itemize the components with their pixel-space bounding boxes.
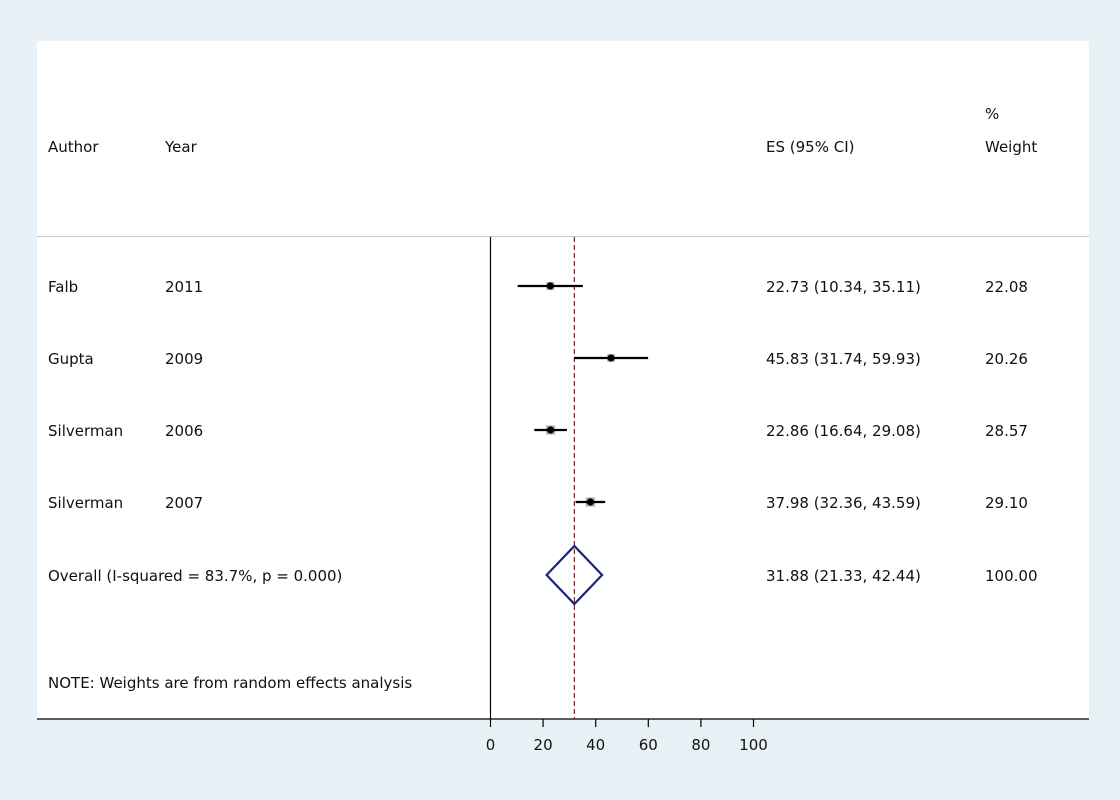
study-year: 2011 bbox=[165, 278, 203, 296]
overall-es-ci: 31.88 (21.33, 42.44) bbox=[766, 567, 921, 585]
study-point bbox=[547, 426, 555, 434]
study-year: 2009 bbox=[165, 350, 203, 368]
x-tick-label: 0 bbox=[486, 736, 496, 754]
study-es-ci: 37.98 (32.36, 43.59) bbox=[766, 494, 921, 512]
header-author: Author bbox=[48, 138, 99, 156]
study-es-ci: 22.86 (16.64, 29.08) bbox=[766, 422, 921, 440]
note-text: NOTE: Weights are from random effects an… bbox=[48, 674, 412, 692]
overall-label: Overall (I-squared = 83.7%, p = 0.000) bbox=[48, 567, 342, 585]
overall-weight: 100.00 bbox=[985, 567, 1038, 585]
overall-diamond bbox=[545, 544, 604, 606]
study-es-ci: 22.73 (10.34, 35.11) bbox=[766, 278, 921, 296]
study-year: 2006 bbox=[165, 422, 203, 440]
x-tick-label: 40 bbox=[586, 736, 605, 754]
study-author: Falb bbox=[48, 278, 78, 296]
study-year: 2007 bbox=[165, 494, 203, 512]
plot-panel bbox=[37, 41, 1089, 719]
study-weight: 29.10 bbox=[985, 494, 1028, 512]
study-point bbox=[607, 354, 615, 362]
study-author: Gupta bbox=[48, 350, 94, 368]
study-author: Silverman bbox=[48, 422, 123, 440]
header-year: Year bbox=[164, 138, 198, 156]
header-es-ci: ES (95% CI) bbox=[766, 138, 854, 156]
x-tick-label: 60 bbox=[639, 736, 658, 754]
header-weight-percent: % bbox=[985, 105, 999, 123]
study-es-ci: 45.83 (31.74, 59.93) bbox=[766, 350, 921, 368]
study-point bbox=[546, 282, 554, 290]
x-tick-label: 20 bbox=[534, 736, 553, 754]
study-weight: 22.08 bbox=[985, 278, 1028, 296]
study-point bbox=[586, 498, 594, 506]
x-tick-label: 80 bbox=[691, 736, 710, 754]
study-weight: 28.57 bbox=[985, 422, 1028, 440]
study-author: Silverman bbox=[48, 494, 123, 512]
study-weight: 20.26 bbox=[985, 350, 1028, 368]
x-tick-label: 100 bbox=[739, 736, 768, 754]
header-weight: Weight bbox=[985, 138, 1037, 156]
